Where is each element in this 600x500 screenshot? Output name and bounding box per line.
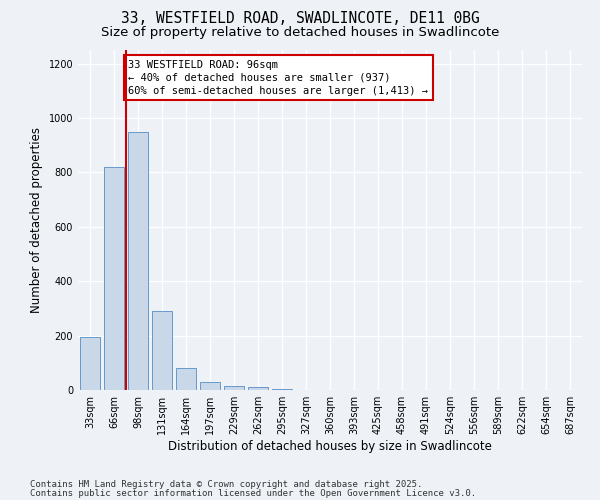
Bar	[200, 382, 220, 390]
Text: Contains HM Land Registry data © Crown copyright and database right 2025.: Contains HM Land Registry data © Crown c…	[30, 480, 422, 489]
Bar	[272, 388, 292, 390]
Text: 33, WESTFIELD ROAD, SWADLINCOTE, DE11 0BG: 33, WESTFIELD ROAD, SWADLINCOTE, DE11 0B…	[121, 11, 479, 26]
Bar	[104, 167, 124, 390]
Text: 33 WESTFIELD ROAD: 96sqm
← 40% of detached houses are smaller (937)
60% of semi-: 33 WESTFIELD ROAD: 96sqm ← 40% of detach…	[128, 60, 428, 96]
X-axis label: Distribution of detached houses by size in Swadlincote: Distribution of detached houses by size …	[168, 440, 492, 453]
Text: Contains public sector information licensed under the Open Government Licence v3: Contains public sector information licen…	[30, 488, 476, 498]
Text: Size of property relative to detached houses in Swadlincote: Size of property relative to detached ho…	[101, 26, 499, 39]
Bar	[152, 311, 172, 390]
Bar	[224, 386, 244, 390]
Bar	[248, 388, 268, 390]
Y-axis label: Number of detached properties: Number of detached properties	[30, 127, 43, 313]
Bar	[80, 337, 100, 390]
Bar	[176, 368, 196, 390]
Bar	[128, 132, 148, 390]
